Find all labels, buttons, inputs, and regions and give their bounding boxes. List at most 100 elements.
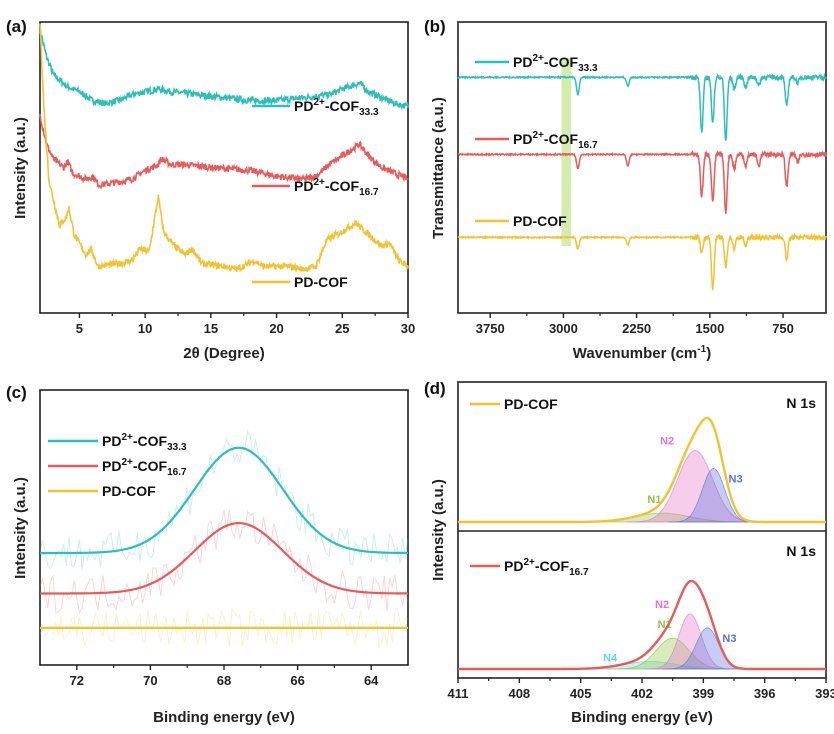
panel-label-a: (a) <box>6 17 27 36</box>
c-tick-label: 68 <box>217 673 231 688</box>
b-legend-label: PD2+-COF16.7 <box>513 130 598 151</box>
legend-sup: 2+ <box>313 177 325 188</box>
a-legend-label: PD2+-COF33.3 <box>294 97 379 118</box>
a-xlabel: 2θ (Degree) <box>183 345 264 362</box>
legend-mid: -COF <box>133 458 168 474</box>
d-frame <box>457 381 827 679</box>
a-frame <box>39 21 409 314</box>
d-component-label: N4 <box>603 653 618 665</box>
panel-label-d: (d) <box>424 379 446 398</box>
legend-sup: 2+ <box>313 97 325 108</box>
c-tick-label: 70 <box>143 673 157 688</box>
d-component-label: N3 <box>722 633 736 645</box>
b-xlabel: Wavenumber (cm-1) <box>573 344 711 362</box>
b-tick-label: 2250 <box>622 321 651 336</box>
b-tick-label: 3000 <box>549 321 578 336</box>
c-tick-label: 64 <box>364 673 379 688</box>
a-series-line <box>39 29 409 111</box>
d-ylabel: Intensity (a.u.) <box>430 479 447 581</box>
a-tick-label: 20 <box>269 321 283 336</box>
d-tick-label: 399 <box>692 686 714 701</box>
b-tick-label: 750 <box>772 321 794 336</box>
legend-sub: 33.3 <box>167 442 187 453</box>
legend-sup: 2+ <box>523 557 535 568</box>
legend-sup: 2+ <box>121 432 133 443</box>
legend-mid: -COF <box>133 433 168 449</box>
d-bottom-title: N 1s <box>786 543 816 559</box>
d-component-n1 <box>607 637 739 670</box>
c-raw-data-line <box>39 509 409 614</box>
d-component-n2 <box>645 613 735 670</box>
legend-base: PD <box>294 178 313 194</box>
d-legend-label: PD-COF <box>504 396 558 412</box>
panel-label-b: (b) <box>424 17 446 36</box>
b-legend-label: PD-COF <box>513 213 567 229</box>
c-raw-data-line <box>39 607 409 648</box>
legend-base: PD <box>294 98 313 114</box>
legend-sup: 2+ <box>121 457 133 468</box>
a-ylabel: Intensity (a.u.) <box>12 117 29 219</box>
legend-base: PD <box>504 558 523 574</box>
d-tick-label: 405 <box>570 686 592 701</box>
legend-mid: -COF <box>544 54 579 70</box>
c-tick-label: 66 <box>290 673 304 688</box>
d-component-label: N1 <box>658 619 672 631</box>
legend-base: PD-COF <box>504 396 558 412</box>
a-tick-label: 30 <box>401 321 415 336</box>
d-xlabel: Binding energy (eV) <box>571 709 713 726</box>
b-tick-label: 3750 <box>476 321 505 336</box>
d-component-label: N1 <box>647 494 661 506</box>
legend-sub: 16.7 <box>359 187 379 198</box>
d-tick-label: 402 <box>631 686 653 701</box>
legend-base: PD-COF <box>513 213 567 229</box>
c-fit-line <box>40 446 408 555</box>
c-legend-label: PD-COF <box>102 483 156 499</box>
b-ylabel: Transmittance (a.u.) <box>430 97 447 239</box>
d-component-n3 <box>668 467 759 523</box>
legend-base: PD <box>102 458 121 474</box>
d-component-label: N2 <box>655 599 669 611</box>
b-series-line <box>457 72 827 141</box>
legend-sub: 33.3 <box>359 107 379 118</box>
b-tick-label: 1500 <box>695 321 724 336</box>
b-frame <box>457 21 827 314</box>
d-legend-label: PD2+-COF16.7 <box>504 557 589 578</box>
b-series-line <box>457 149 827 214</box>
c-fit-line <box>40 522 409 595</box>
d-tick-label: 411 <box>448 686 469 701</box>
b-xlabel-base: Wavenumber (cm <box>573 345 697 362</box>
b-series-line <box>457 232 827 291</box>
a-series-line <box>39 23 409 274</box>
legend-base: PD-COF <box>294 274 348 290</box>
legend-base: PD-COF <box>102 483 156 499</box>
a-legend-label: PD-COF <box>294 274 348 290</box>
a-tick-label: 10 <box>138 321 152 336</box>
legend-sub: 33.3 <box>578 63 598 74</box>
c-legend-label: PD2+-COF33.3 <box>102 432 187 453</box>
a-tick-label: 15 <box>204 321 218 336</box>
legend-mid: -COF <box>535 558 570 574</box>
legend-base: PD <box>513 54 532 70</box>
a-tick-label: 5 <box>76 321 83 336</box>
b-xlabel-end: ) <box>706 345 711 362</box>
legend-sub: 16.7 <box>167 467 187 478</box>
b-highlight-band <box>561 58 572 246</box>
legend-mid: -COF <box>325 98 360 114</box>
d-component-label: N2 <box>660 436 674 448</box>
panel-label-c: (c) <box>6 383 27 402</box>
d-tick-label: 408 <box>508 686 530 701</box>
d-envelope-line <box>458 416 826 524</box>
legend-mid: -COF <box>544 131 579 147</box>
c-legend-label: PD2+-COF16.7 <box>102 457 187 478</box>
b-legend-label: PD2+-COF33.3 <box>513 53 598 74</box>
legend-base: PD <box>513 131 532 147</box>
c-tick-label: 72 <box>70 673 84 688</box>
b-xlabel-sup: -1 <box>697 344 706 355</box>
legend-sub: 16.7 <box>578 140 598 151</box>
legend-base: PD <box>102 433 121 449</box>
legend-sup: 2+ <box>532 53 544 64</box>
d-tick-label: 396 <box>754 686 776 701</box>
c-raw-data-line <box>39 429 409 570</box>
d-top-title: N 1s <box>786 395 816 411</box>
